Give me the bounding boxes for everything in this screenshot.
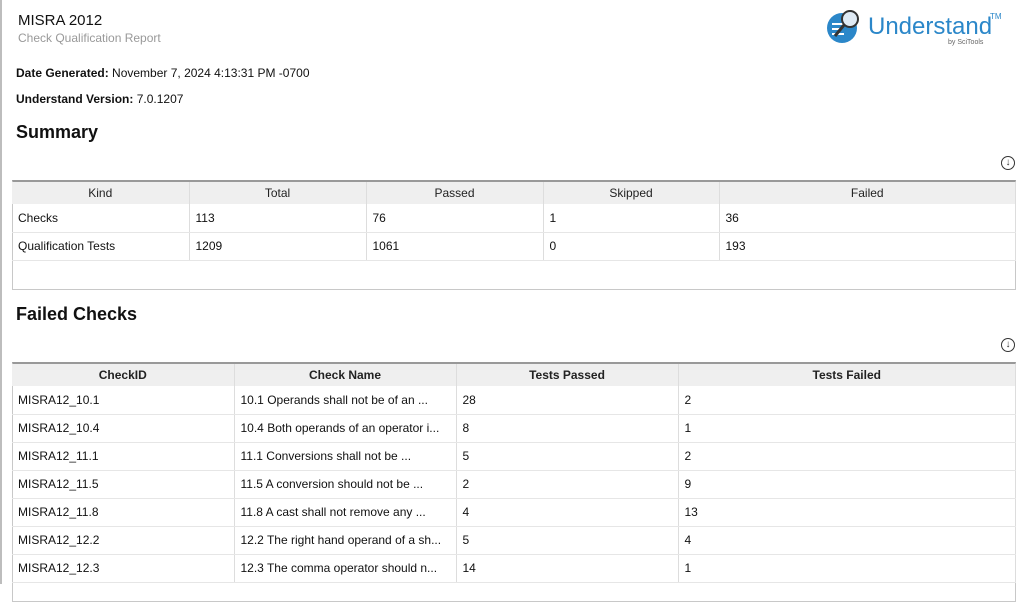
- summary-table: Kind Total Passed Skipped Failed Checks 113 76 1…: [12, 182, 1016, 261]
- column-header[interactable]: CheckID: [12, 364, 235, 386]
- logo-by: by SciTools: [948, 39, 984, 46]
- table-cell: 2: [678, 442, 1016, 471]
- table-cell: MISRA12_12.2: [12, 526, 235, 555]
- table-cell: 11.1 Conversions shall not be ...: [234, 442, 457, 471]
- table-cell: MISRA12_10.1: [12, 386, 235, 415]
- table-row[interactable]: MISRA12_12.2 12.2 The right hand operand …: [12, 526, 1016, 555]
- table-cell: 10.1 Operands shall not be of an ...: [234, 386, 457, 415]
- report-title: MISRA 2012: [18, 12, 103, 29]
- left-border: [0, 0, 2, 584]
- table-row[interactable]: MISRA12_12.3 12.3 The comma operator shou…: [12, 554, 1016, 583]
- table-cell: Checks: [12, 204, 190, 233]
- table-cell: 1: [678, 554, 1016, 583]
- download-icon[interactable]: ↓: [1001, 156, 1015, 170]
- table-row[interactable]: MISRA12_11.1 11.1 Conversions shall not b…: [12, 442, 1016, 471]
- table-cell: 1061: [366, 232, 544, 261]
- table-cell: 11.5 A conversion should not be ...: [234, 470, 457, 499]
- column-header[interactable]: Failed: [719, 182, 1016, 204]
- table-row[interactable]: MISRA12_11.5 11.5 A conversion should not…: [12, 470, 1016, 499]
- table-cell: 4: [678, 526, 1016, 555]
- logo-tm: TM: [990, 12, 1002, 21]
- logo-text: Understand: [868, 13, 993, 40]
- table-cell: MISRA12_11.8: [12, 498, 235, 527]
- version-label: Understand Version:: [16, 92, 134, 106]
- table-cell: 2: [456, 470, 679, 499]
- magnifier-logo-icon: [827, 10, 859, 43]
- table-cell: 1: [678, 414, 1016, 443]
- table-cell: MISRA12_11.1: [12, 442, 235, 471]
- table-cell: 36: [719, 204, 1016, 233]
- report-subtitle: Check Qualification Report: [18, 31, 161, 45]
- table-row[interactable]: MISRA12_11.8 11.8 A cast shall not remove…: [12, 498, 1016, 527]
- table-cell: 113: [189, 204, 367, 233]
- table-row[interactable]: MISRA12_10.4 10.4 Both operands of an ope…: [12, 414, 1016, 443]
- table-cell: MISRA12_10.4: [12, 414, 235, 443]
- table-cell: 1209: [189, 232, 367, 261]
- table-cell: 4: [456, 498, 679, 527]
- column-header[interactable]: Skipped: [543, 182, 720, 204]
- table-cell: 9: [678, 470, 1016, 499]
- column-header[interactable]: Tests Passed: [456, 364, 679, 386]
- table-cell: 5: [456, 442, 679, 471]
- table-row[interactable]: Checks 113 76 1 36: [12, 204, 1016, 233]
- table-cell: 11.8 A cast shall not remove any ...: [234, 498, 457, 527]
- column-header[interactable]: Kind: [12, 182, 190, 204]
- download-icon[interactable]: ↓: [1001, 338, 1015, 352]
- table-cell: 193: [719, 232, 1016, 261]
- failed-checks-heading: Failed Checks: [16, 304, 138, 324]
- column-header[interactable]: Check Name: [234, 364, 457, 386]
- table-row[interactable]: Qualification Tests 1209 1061 0 193: [12, 232, 1016, 261]
- table-cell: 8: [456, 414, 679, 443]
- table-cell: 76: [366, 204, 544, 233]
- table-cell: 14: [456, 554, 679, 583]
- version-value: 7.0.1207: [136, 92, 184, 106]
- table-row[interactable]: MISRA12_10.1 10.1 Operands shall not be o…: [12, 386, 1016, 415]
- table-cell: MISRA12_11.5: [12, 470, 235, 499]
- date-generated: Date Generated: November 7, 2024 4:13:31…: [16, 66, 310, 80]
- table-cell: 12.2 The right hand operand of a sh...: [234, 526, 457, 555]
- date-value: November 7, 2024 4:13:31 PM -0700: [112, 66, 310, 80]
- table-cell: 28: [456, 386, 679, 415]
- summary-heading: Summary: [16, 122, 99, 142]
- column-header[interactable]: Total: [189, 182, 367, 204]
- table-cell: 5: [456, 526, 679, 555]
- table-cell: 10.4 Both operands of an operator i...: [234, 414, 457, 443]
- table-cell: 13: [678, 498, 1016, 527]
- table-cell: 2: [678, 386, 1016, 415]
- table-cell: Qualification Tests: [12, 232, 190, 261]
- understand-version: Understand Version: 7.0.1207: [16, 92, 183, 106]
- table-cell: 1: [543, 204, 720, 233]
- table-cell: 12.3 The comma operator should n...: [234, 554, 457, 583]
- table-cell: 0: [543, 232, 720, 261]
- failed-checks-table: CheckID Check Name Tests Passed Tests Faile…: [12, 364, 1016, 583]
- date-label: Date Generated:: [16, 66, 109, 80]
- column-header[interactable]: Passed: [366, 182, 544, 204]
- column-header[interactable]: Tests Failed: [678, 364, 1016, 386]
- table-cell: MISRA12_12.3: [12, 554, 235, 583]
